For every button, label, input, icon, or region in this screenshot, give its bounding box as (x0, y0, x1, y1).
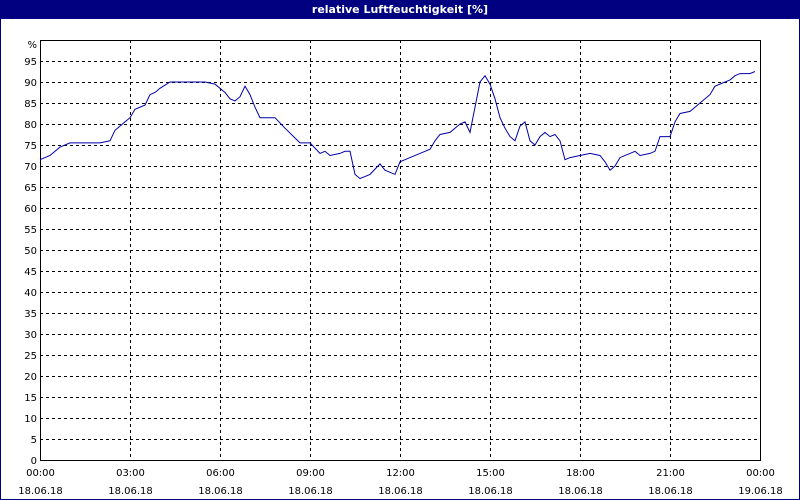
x-tick-date: 18.06.18 (288, 486, 333, 497)
y-tick-label: 85 (24, 99, 37, 110)
x-tick-time: 00:00 (746, 468, 775, 479)
y-tick-label: 45 (24, 267, 37, 278)
x-tick-date: 18.06.18 (648, 486, 693, 497)
x-tick-date: 18.06.18 (468, 486, 513, 497)
y-tick-label: 40 (24, 288, 37, 299)
x-tick-date: 18.06.18 (18, 486, 63, 497)
x-tick-date: 18.06.18 (558, 486, 603, 497)
x-tick-date: 18.06.18 (378, 486, 423, 497)
y-tick-label: 50 (24, 246, 37, 257)
y-tick-label: 30 (24, 330, 37, 341)
y-tick-label: 20 (24, 372, 37, 383)
x-tick-time: 12:00 (386, 468, 415, 479)
x-tick-time: 03:00 (116, 468, 145, 479)
y-tick-label: 15 (24, 393, 37, 404)
y-tick-label: 80 (24, 120, 37, 131)
y-axis-label: % (27, 40, 37, 51)
y-tick-label: 55 (24, 225, 37, 236)
x-tick-time: 18:00 (566, 468, 595, 479)
y-tick-label: 75 (24, 141, 37, 152)
y-tick-label: 0 (31, 456, 37, 467)
x-tick-time: 09:00 (296, 468, 325, 479)
y-tick-label: 90 (24, 78, 37, 89)
y-tick-label: 25 (24, 351, 37, 362)
y-tick-label: 60 (24, 204, 37, 215)
x-tick-time: 06:00 (206, 468, 235, 479)
x-tick-time: 00:00 (26, 468, 55, 479)
y-tick-label: 95 (24, 57, 37, 68)
y-tick-label: 10 (24, 414, 37, 425)
y-tick-label: 70 (24, 162, 37, 173)
y-tick-label: 5 (31, 435, 37, 446)
y-tick-label: 35 (24, 309, 37, 320)
series-line (39, 71, 756, 180)
x-tick-time: 21:00 (656, 468, 685, 479)
x-tick-date: 19.06.18 (738, 486, 783, 497)
x-tick-time: 15:00 (476, 468, 505, 479)
plot-area (40, 40, 761, 461)
x-tick-date: 18.06.18 (198, 486, 243, 497)
chart-title: relative Luftfeuchtigkeit [%] (0, 0, 800, 19)
x-tick-date: 18.06.18 (108, 486, 153, 497)
y-tick-label: 65 (24, 183, 37, 194)
